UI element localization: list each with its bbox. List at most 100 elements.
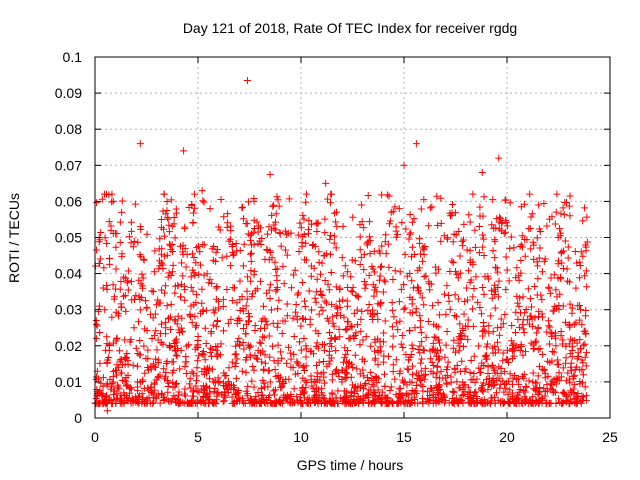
data-point xyxy=(243,76,251,84)
data-point xyxy=(163,302,171,310)
data-point xyxy=(355,293,363,301)
data-point xyxy=(408,277,416,285)
data-point xyxy=(406,230,414,238)
data-point xyxy=(546,323,554,331)
data-point xyxy=(559,264,567,272)
data-point xyxy=(506,199,514,207)
data-point xyxy=(579,252,587,260)
data-point xyxy=(157,223,165,231)
data-point xyxy=(290,271,298,279)
data-point xyxy=(368,380,376,388)
data-point xyxy=(311,243,319,251)
data-point xyxy=(566,300,574,308)
data-point xyxy=(353,365,361,373)
data-point xyxy=(190,209,198,217)
data-point xyxy=(429,393,437,401)
data-point xyxy=(215,304,223,312)
data-point xyxy=(317,290,325,298)
data-point xyxy=(179,398,187,406)
data-point xyxy=(180,147,188,155)
data-point xyxy=(289,314,297,322)
data-point xyxy=(507,233,515,241)
data-point xyxy=(499,357,507,365)
data-point xyxy=(124,357,132,365)
data-point xyxy=(392,356,400,364)
data-point xyxy=(181,362,189,370)
data-point xyxy=(356,261,364,269)
data-point xyxy=(138,390,146,398)
data-point xyxy=(377,263,385,271)
data-point xyxy=(135,399,143,407)
data-point xyxy=(548,213,556,221)
data-point xyxy=(227,262,235,270)
data-point xyxy=(112,285,120,293)
data-point xyxy=(478,169,486,177)
data-point xyxy=(266,248,274,256)
data-point xyxy=(121,291,129,299)
data-point xyxy=(440,290,448,298)
data-point xyxy=(538,399,546,407)
data-point xyxy=(577,345,585,353)
data-point xyxy=(306,321,314,329)
data-point xyxy=(202,390,210,398)
data-point xyxy=(349,396,357,404)
data-point xyxy=(209,378,217,386)
data-point xyxy=(238,367,246,375)
data-point xyxy=(163,206,171,214)
data-point xyxy=(148,388,156,396)
data-point xyxy=(540,366,548,374)
data-point xyxy=(301,377,309,385)
data-point xyxy=(478,310,486,318)
data-point xyxy=(294,289,302,297)
data-point xyxy=(165,379,173,387)
x-axis-label: GPS time / hours xyxy=(297,457,404,473)
data-point xyxy=(449,238,457,246)
data-point xyxy=(502,228,510,236)
data-point xyxy=(536,244,544,252)
data-point xyxy=(480,251,488,259)
data-point xyxy=(93,246,101,254)
data-point xyxy=(174,282,182,290)
data-point xyxy=(317,303,325,311)
data-point xyxy=(300,215,308,223)
data-point xyxy=(257,277,265,285)
data-point xyxy=(540,199,548,207)
data-point xyxy=(197,309,205,317)
data-point xyxy=(121,336,129,344)
data-point xyxy=(356,246,364,254)
data-point xyxy=(123,353,131,361)
data-point xyxy=(488,221,496,229)
data-point xyxy=(492,263,500,271)
data-point xyxy=(94,308,102,316)
data-point xyxy=(441,353,449,361)
data-point xyxy=(530,241,538,249)
data-point xyxy=(196,261,204,269)
data-point xyxy=(235,394,243,402)
data-point xyxy=(195,270,203,278)
data-point xyxy=(313,369,321,377)
data-points xyxy=(91,76,591,415)
data-point xyxy=(543,222,551,230)
data-point xyxy=(248,293,256,301)
data-point xyxy=(287,284,295,292)
data-point xyxy=(141,369,149,377)
data-point xyxy=(430,320,438,328)
data-point xyxy=(360,357,368,365)
data-point xyxy=(279,262,287,270)
data-point xyxy=(424,318,432,326)
data-point xyxy=(116,239,124,247)
data-point xyxy=(168,358,176,366)
data-point xyxy=(299,363,307,371)
data-point xyxy=(334,309,342,317)
data-point xyxy=(209,256,217,264)
data-point xyxy=(257,385,265,393)
data-point xyxy=(476,203,484,211)
data-point xyxy=(132,292,140,300)
data-point xyxy=(277,373,285,381)
data-point xyxy=(529,345,537,353)
data-point xyxy=(323,362,331,370)
data-point xyxy=(459,343,467,351)
data-point xyxy=(154,358,162,366)
data-point xyxy=(329,313,337,321)
data-point xyxy=(534,262,542,270)
